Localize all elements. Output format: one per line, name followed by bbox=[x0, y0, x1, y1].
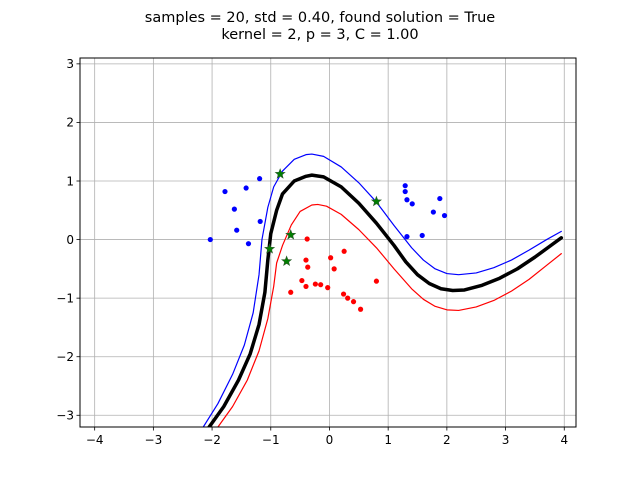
x-tick-label: 2 bbox=[443, 433, 451, 447]
curve-boundary bbox=[207, 173, 564, 427]
curves bbox=[202, 153, 564, 427]
data-point bbox=[437, 195, 443, 202]
support-vector-star bbox=[274, 168, 286, 179]
data-point bbox=[357, 306, 364, 312]
data-point bbox=[373, 278, 380, 284]
data-point bbox=[441, 212, 448, 219]
ticks: −4 −3 −2 −1 0 1 2 3 4 −3 −2 −1 0 1 2 3 bbox=[56, 57, 568, 447]
y-tick-label: 1 bbox=[66, 174, 74, 188]
chart-title-line1: samples = 20, std = 0.40, found solution… bbox=[145, 10, 495, 26]
data-point bbox=[257, 176, 263, 182]
data-point bbox=[341, 248, 347, 254]
data-point bbox=[207, 236, 213, 243]
data-point bbox=[305, 264, 311, 270]
data-point bbox=[402, 188, 408, 195]
points bbox=[207, 168, 448, 312]
y-tick-label: −2 bbox=[56, 350, 74, 364]
chart-title-line2: kernel = 2, p = 3, C = 1.00 bbox=[221, 27, 418, 43]
data-point bbox=[312, 281, 318, 287]
y-tick-label: −3 bbox=[56, 409, 74, 423]
data-point bbox=[231, 206, 237, 212]
data-point bbox=[325, 285, 331, 291]
plot-area bbox=[202, 153, 564, 427]
data-point bbox=[304, 236, 310, 242]
data-point bbox=[340, 291, 347, 297]
data-point bbox=[430, 209, 436, 215]
y-tick-label: 2 bbox=[66, 116, 74, 130]
axes-frame bbox=[79, 57, 577, 428]
support-vector-star bbox=[264, 243, 276, 254]
data-point bbox=[331, 266, 337, 272]
x-tick-label: −2 bbox=[203, 433, 221, 447]
data-point bbox=[234, 227, 240, 233]
data-point bbox=[299, 277, 305, 284]
data-point bbox=[257, 218, 263, 225]
data-point bbox=[288, 289, 294, 295]
data-point bbox=[419, 232, 425, 239]
data-point bbox=[245, 241, 252, 247]
curve-margin-positive bbox=[202, 153, 562, 427]
data-point bbox=[222, 188, 228, 195]
x-tick-label: 1 bbox=[384, 433, 392, 447]
data-point bbox=[243, 185, 249, 191]
data-point bbox=[303, 283, 309, 290]
data-point bbox=[318, 282, 324, 288]
support-vector-star bbox=[370, 195, 382, 207]
data-point bbox=[402, 183, 408, 189]
x-tick-label: −3 bbox=[145, 433, 163, 447]
data-point bbox=[409, 201, 415, 207]
x-tick-label: −1 bbox=[262, 433, 280, 447]
x-tick-label: 4 bbox=[560, 433, 568, 447]
curve-margin-negative bbox=[217, 203, 562, 427]
data-point bbox=[303, 257, 309, 263]
x-tick-label: 3 bbox=[502, 433, 510, 447]
x-tick-label: −4 bbox=[86, 433, 104, 447]
data-point bbox=[404, 197, 410, 203]
y-tick-label: −1 bbox=[56, 291, 74, 305]
support-vector-star bbox=[285, 229, 297, 240]
data-point bbox=[350, 299, 357, 305]
support-vector-star bbox=[281, 255, 293, 266]
data-point bbox=[345, 295, 351, 301]
data-point bbox=[328, 255, 334, 261]
x-tick-label: 0 bbox=[326, 433, 334, 447]
y-tick-label: 0 bbox=[66, 233, 74, 247]
y-tick-label: 3 bbox=[66, 57, 74, 71]
data-point bbox=[404, 234, 410, 240]
